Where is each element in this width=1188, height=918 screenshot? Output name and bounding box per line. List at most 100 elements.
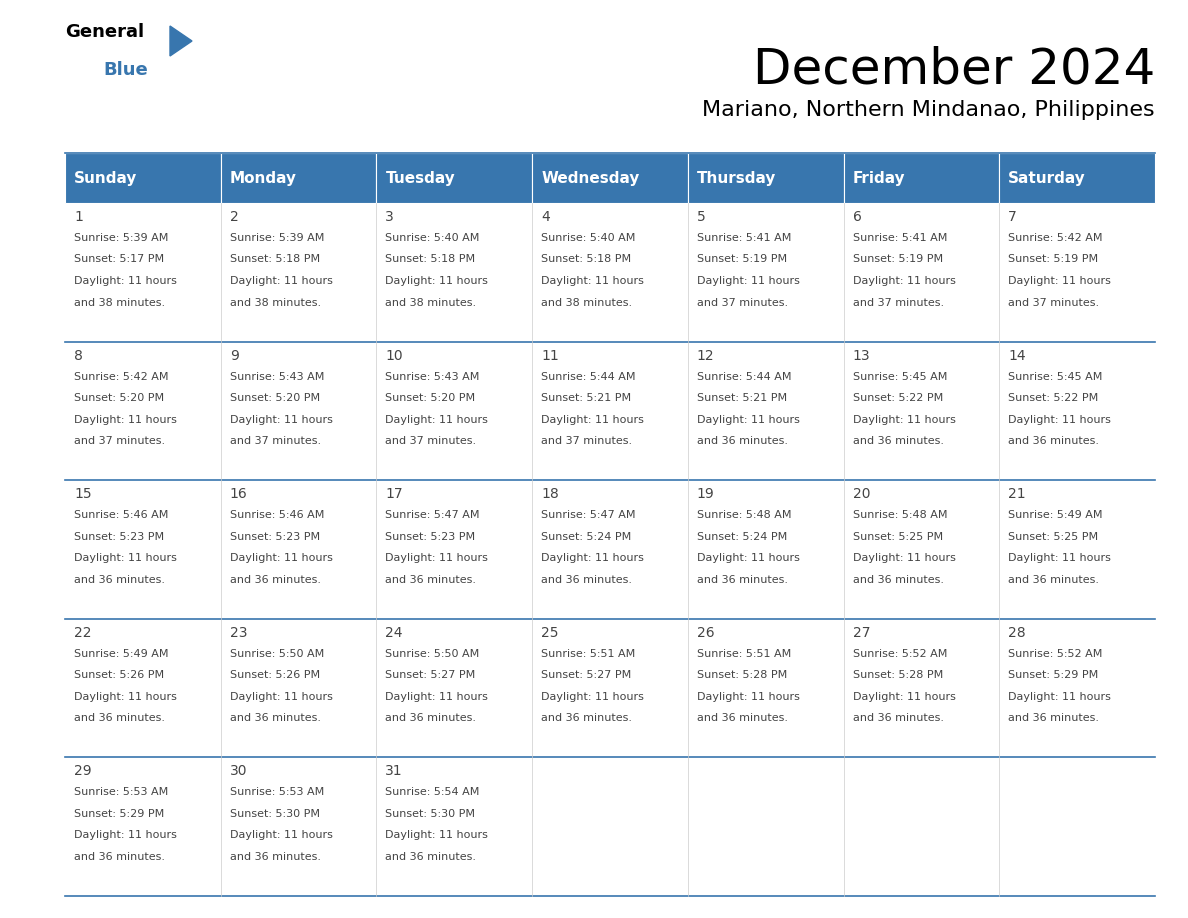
Text: Sunrise: 5:53 AM: Sunrise: 5:53 AM [74,788,169,798]
Text: and 36 minutes.: and 36 minutes. [853,575,943,585]
Text: Sunset: 5:20 PM: Sunset: 5:20 PM [385,393,475,403]
Text: 25: 25 [542,626,558,640]
Text: Sunday: Sunday [74,171,138,185]
Text: Daylight: 11 hours: Daylight: 11 hours [74,415,177,425]
Text: Sunset: 5:27 PM: Sunset: 5:27 PM [542,670,631,680]
Text: Sunrise: 5:40 AM: Sunrise: 5:40 AM [385,233,480,243]
Text: Daylight: 11 hours: Daylight: 11 hours [697,554,800,564]
Text: 14: 14 [1009,349,1026,363]
Text: Sunset: 5:22 PM: Sunset: 5:22 PM [1009,393,1099,403]
Text: Sunset: 5:29 PM: Sunset: 5:29 PM [74,809,164,819]
Bar [843,153,999,203]
Bar [65,757,1155,896]
Text: and 37 minutes.: and 37 minutes. [542,436,632,446]
Bar [221,153,377,203]
Text: Sunset: 5:28 PM: Sunset: 5:28 PM [697,670,788,680]
Text: Sunset: 5:25 PM: Sunset: 5:25 PM [853,532,943,542]
Text: Daylight: 11 hours: Daylight: 11 hours [229,831,333,840]
Text: and 36 minutes.: and 36 minutes. [229,575,321,585]
Text: 1: 1 [74,210,83,224]
Text: 4: 4 [542,210,550,224]
Text: Daylight: 11 hours: Daylight: 11 hours [853,554,955,564]
Text: Sunrise: 5:49 AM: Sunrise: 5:49 AM [74,649,169,659]
Text: 17: 17 [385,487,403,501]
Text: Sunrise: 5:41 AM: Sunrise: 5:41 AM [697,233,791,243]
Text: Sunrise: 5:50 AM: Sunrise: 5:50 AM [385,649,480,659]
Text: 15: 15 [74,487,91,501]
Text: Daylight: 11 hours: Daylight: 11 hours [229,692,333,701]
Text: and 36 minutes.: and 36 minutes. [74,713,165,723]
Text: Sunrise: 5:39 AM: Sunrise: 5:39 AM [229,233,324,243]
Text: Sunrise: 5:43 AM: Sunrise: 5:43 AM [385,372,480,382]
Text: 23: 23 [229,626,247,640]
Text: Sunset: 5:21 PM: Sunset: 5:21 PM [542,393,631,403]
Text: Daylight: 11 hours: Daylight: 11 hours [542,276,644,286]
Text: 9: 9 [229,349,239,363]
Text: Sunrise: 5:45 AM: Sunrise: 5:45 AM [853,372,947,382]
Text: Sunset: 5:23 PM: Sunset: 5:23 PM [229,532,320,542]
Text: and 38 minutes.: and 38 minutes. [229,297,321,308]
Text: and 36 minutes.: and 36 minutes. [542,713,632,723]
Text: Sunrise: 5:46 AM: Sunrise: 5:46 AM [229,510,324,521]
Text: Saturday: Saturday [1009,171,1086,185]
Text: and 36 minutes.: and 36 minutes. [1009,575,1099,585]
Text: and 36 minutes.: and 36 minutes. [74,575,165,585]
Text: Sunset: 5:24 PM: Sunset: 5:24 PM [697,532,788,542]
Text: Sunrise: 5:47 AM: Sunrise: 5:47 AM [385,510,480,521]
Text: Tuesday: Tuesday [385,171,455,185]
Text: 13: 13 [853,349,870,363]
Text: Daylight: 11 hours: Daylight: 11 hours [542,554,644,564]
Bar [65,480,1155,619]
Text: Monday: Monday [229,171,297,185]
Text: and 36 minutes.: and 36 minutes. [853,436,943,446]
Text: Sunset: 5:20 PM: Sunset: 5:20 PM [229,393,320,403]
Text: and 36 minutes.: and 36 minutes. [1009,436,1099,446]
Text: and 36 minutes.: and 36 minutes. [697,713,788,723]
Text: Sunset: 5:20 PM: Sunset: 5:20 PM [74,393,164,403]
Text: 20: 20 [853,487,870,501]
Text: Sunset: 5:25 PM: Sunset: 5:25 PM [1009,532,1099,542]
Text: and 36 minutes.: and 36 minutes. [229,713,321,723]
Text: Daylight: 11 hours: Daylight: 11 hours [229,554,333,564]
Text: Friday: Friday [853,171,905,185]
Polygon shape [170,26,192,56]
Text: Sunrise: 5:53 AM: Sunrise: 5:53 AM [229,788,324,798]
Text: Blue: Blue [103,61,147,79]
Text: Sunrise: 5:42 AM: Sunrise: 5:42 AM [74,372,169,382]
Text: Sunset: 5:30 PM: Sunset: 5:30 PM [385,809,475,819]
Text: and 37 minutes.: and 37 minutes. [853,297,943,308]
Text: Sunrise: 5:52 AM: Sunrise: 5:52 AM [1009,649,1102,659]
Text: Sunset: 5:23 PM: Sunset: 5:23 PM [74,532,164,542]
Text: Sunset: 5:22 PM: Sunset: 5:22 PM [853,393,943,403]
Text: 30: 30 [229,765,247,778]
Text: Daylight: 11 hours: Daylight: 11 hours [853,692,955,701]
Text: and 36 minutes.: and 36 minutes. [697,436,788,446]
Bar [65,341,1155,480]
Text: Sunrise: 5:41 AM: Sunrise: 5:41 AM [853,233,947,243]
Text: Sunrise: 5:40 AM: Sunrise: 5:40 AM [542,233,636,243]
Text: Daylight: 11 hours: Daylight: 11 hours [1009,692,1111,701]
Text: 18: 18 [542,487,558,501]
Text: Sunrise: 5:47 AM: Sunrise: 5:47 AM [542,510,636,521]
Text: Sunrise: 5:48 AM: Sunrise: 5:48 AM [853,510,947,521]
Text: 11: 11 [542,349,558,363]
Text: Daylight: 11 hours: Daylight: 11 hours [697,692,800,701]
Text: Sunrise: 5:45 AM: Sunrise: 5:45 AM [1009,372,1102,382]
Text: 22: 22 [74,626,91,640]
Text: Daylight: 11 hours: Daylight: 11 hours [74,554,177,564]
Text: Daylight: 11 hours: Daylight: 11 hours [697,415,800,425]
Bar [65,619,1155,757]
Text: Daylight: 11 hours: Daylight: 11 hours [1009,415,1111,425]
Text: 26: 26 [697,626,714,640]
Text: and 36 minutes.: and 36 minutes. [385,713,476,723]
Text: Daylight: 11 hours: Daylight: 11 hours [1009,554,1111,564]
Text: Sunset: 5:18 PM: Sunset: 5:18 PM [385,254,475,264]
Bar [999,153,1155,203]
Text: and 37 minutes.: and 37 minutes. [74,436,165,446]
Text: Sunset: 5:29 PM: Sunset: 5:29 PM [1009,670,1099,680]
Text: and 38 minutes.: and 38 minutes. [74,297,165,308]
Text: Daylight: 11 hours: Daylight: 11 hours [697,276,800,286]
Text: Sunrise: 5:49 AM: Sunrise: 5:49 AM [1009,510,1102,521]
Text: 24: 24 [385,626,403,640]
Text: Daylight: 11 hours: Daylight: 11 hours [74,692,177,701]
